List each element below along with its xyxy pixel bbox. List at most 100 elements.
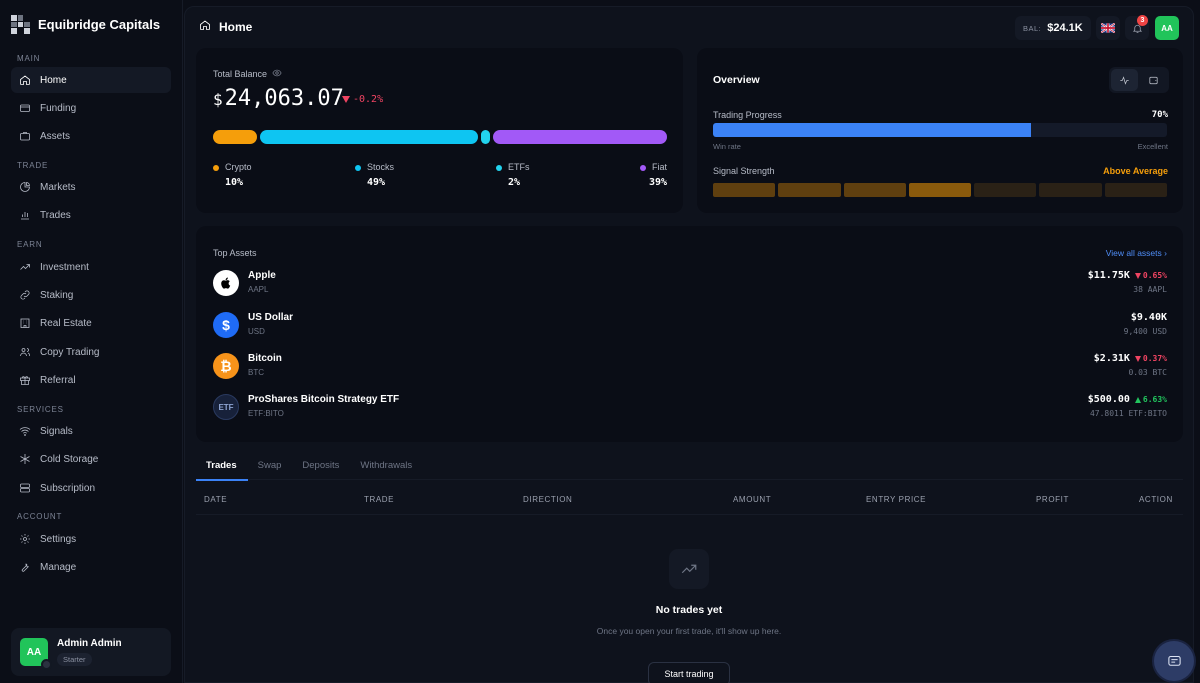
- trading-progress-value: 70%: [1151, 110, 1168, 120]
- trending-up-icon: [19, 261, 31, 273]
- bitcoin-icon: ₿: [213, 353, 239, 379]
- asset-quantity: 0.03 BTC: [1128, 368, 1167, 377]
- uk-flag-icon: [1101, 23, 1115, 33]
- sidebar-item-home[interactable]: Home: [11, 67, 171, 93]
- sidebar-item-manage[interactable]: Manage: [11, 554, 171, 580]
- asset-symbol: BTC: [248, 368, 264, 377]
- win-rate-label: Win rate: [713, 142, 741, 151]
- balance-change: -0.2%: [342, 94, 383, 105]
- signal-segment: [1039, 183, 1102, 197]
- column-direction[interactable]: DIRECTION: [523, 495, 573, 504]
- trading-progress-fill: [713, 123, 1031, 137]
- link-icon: [19, 289, 31, 301]
- overview-card: Overview Trading Progress 70% Win rate E…: [697, 48, 1183, 213]
- tab-withdrawals[interactable]: Withdrawals: [360, 460, 413, 471]
- pie-chart-icon: [19, 181, 31, 193]
- asset-row-bito[interactable]: ETF ProShares Bitcoin Strategy ETF ETF:B…: [213, 392, 1167, 422]
- brand-logo-icon: [11, 15, 30, 34]
- wallet-icon: [19, 102, 31, 114]
- trading-progress-bar: [713, 123, 1167, 137]
- tab-swap[interactable]: Swap: [257, 460, 282, 471]
- allocation-segment-fiat: [493, 130, 667, 144]
- asset-value: $9.40K: [1130, 312, 1167, 323]
- triangle-down-icon: [1134, 355, 1141, 362]
- signal-segment: [843, 183, 906, 197]
- profile-avatar-button[interactable]: AA: [1155, 16, 1179, 40]
- asset-symbol: USD: [248, 327, 265, 336]
- triangle-down-icon: [342, 96, 350, 103]
- sidebar-item-settings[interactable]: Settings: [11, 526, 171, 552]
- column-amount[interactable]: AMOUNT: [733, 495, 772, 504]
- wrench-icon: [19, 561, 31, 573]
- tab-deposits[interactable]: Deposits: [302, 460, 340, 471]
- dollar-icon: $: [213, 312, 239, 338]
- briefcase-icon: [19, 130, 31, 142]
- sidebar-item-funding[interactable]: Funding: [11, 95, 171, 121]
- asset-value: $2.31K 0.37%: [1093, 353, 1167, 364]
- language-button[interactable]: [1096, 16, 1120, 40]
- empty-state-subtitle: Once you open your first trade, it'll sh…: [596, 626, 782, 636]
- tab-trades[interactable]: Trades: [196, 454, 248, 481]
- user-card[interactable]: AA Admin Admin Starter: [11, 628, 171, 676]
- sidebar-item-markets[interactable]: Markets: [11, 174, 171, 200]
- asset-row-apple[interactable]: Apple AAPL $11.75K 0.65% 38 AAPL: [213, 268, 1167, 298]
- sidebar-item-label: Staking: [40, 289, 74, 301]
- legend-item-etfs: ETFs 2%: [496, 162, 530, 188]
- asset-row-usd[interactable]: $ US Dollar USD $9.40K 9,400 USD: [213, 310, 1167, 340]
- user-name: Admin Admin: [57, 637, 122, 649]
- signal-segment: [713, 183, 776, 197]
- nav-section-earn: EARN: [17, 240, 43, 249]
- trading-progress-label: Trading Progress: [713, 110, 782, 120]
- eye-icon[interactable]: [272, 68, 282, 80]
- column-profit[interactable]: PROFIT: [1036, 495, 1069, 504]
- etf-icon: ETF: [213, 394, 239, 420]
- asset-name: ProShares Bitcoin Strategy ETF: [248, 394, 400, 405]
- sidebar-item-trades[interactable]: Trades: [11, 202, 171, 228]
- home-icon: [19, 74, 31, 86]
- overview-view-toggle: [1109, 67, 1169, 93]
- balance-pill[interactable]: BAL: $24.1K: [1015, 16, 1091, 40]
- column-entry-price[interactable]: ENTRY PRICE: [866, 495, 927, 504]
- page-title: Home: [199, 19, 252, 34]
- asset-symbol: ETF:BITO: [248, 409, 284, 418]
- view-all-assets-link[interactable]: View all assets ›: [1105, 248, 1167, 258]
- overview-title: Overview: [713, 74, 760, 86]
- sidebar-item-label: Funding: [40, 102, 77, 114]
- sidebar-item-assets[interactable]: Assets: [11, 123, 171, 149]
- sidebar-item-referral[interactable]: Referral: [11, 367, 171, 393]
- legend-dot-icon: [213, 164, 219, 171]
- signal-strength-label: Signal Strength: [713, 166, 775, 176]
- signal-segment: [908, 183, 972, 197]
- sidebar-item-copy-trading[interactable]: Copy Trading: [11, 339, 171, 365]
- column-date[interactable]: DATE: [204, 495, 228, 504]
- notifications-button[interactable]: 3: [1125, 15, 1149, 40]
- sidebar-item-investment[interactable]: Investment: [11, 254, 171, 280]
- asset-name: Apple: [248, 270, 276, 281]
- sidebar-item-label: Markets: [40, 181, 76, 193]
- column-action[interactable]: ACTION: [1139, 495, 1173, 504]
- chevron-right-icon: ›: [1164, 248, 1167, 258]
- chat-icon: [1167, 655, 1181, 666]
- asset-change: 6.63%: [1134, 395, 1167, 404]
- sidebar-item-real-estate[interactable]: Real Estate: [11, 310, 171, 336]
- sidebar-item-subscription[interactable]: Subscription: [11, 475, 171, 501]
- start-trading-button[interactable]: Start trading: [648, 662, 730, 683]
- topbar: Home BAL: $24.1K 3 AA: [185, 7, 1193, 47]
- brand[interactable]: Equibridge Capitals: [11, 15, 160, 34]
- top-assets-title: Top Assets: [213, 248, 257, 258]
- sidebar-item-label: Settings: [40, 533, 77, 545]
- sidebar-item-signals[interactable]: Signals: [11, 418, 171, 444]
- asset-row-bitcoin[interactable]: ₿ Bitcoin BTC $2.31K 0.37% 0.03 BTC: [213, 351, 1167, 381]
- excellent-label: Excellent: [1137, 142, 1168, 151]
- chat-button[interactable]: [1154, 641, 1194, 681]
- home-icon: [199, 19, 211, 34]
- column-trade[interactable]: TRADE: [364, 495, 395, 504]
- sidebar-item-cold-storage[interactable]: Cold Storage: [11, 446, 171, 472]
- legend-item-stocks: Stocks 49%: [355, 162, 394, 188]
- legend-dot-icon: [496, 164, 502, 171]
- wallet-view-button[interactable]: [1140, 69, 1167, 91]
- activity-view-button[interactable]: [1111, 69, 1138, 91]
- sidebar-item-staking[interactable]: Staking: [11, 282, 171, 308]
- signal-segment: [1104, 183, 1167, 197]
- sidebar-item-label: Assets: [40, 130, 71, 142]
